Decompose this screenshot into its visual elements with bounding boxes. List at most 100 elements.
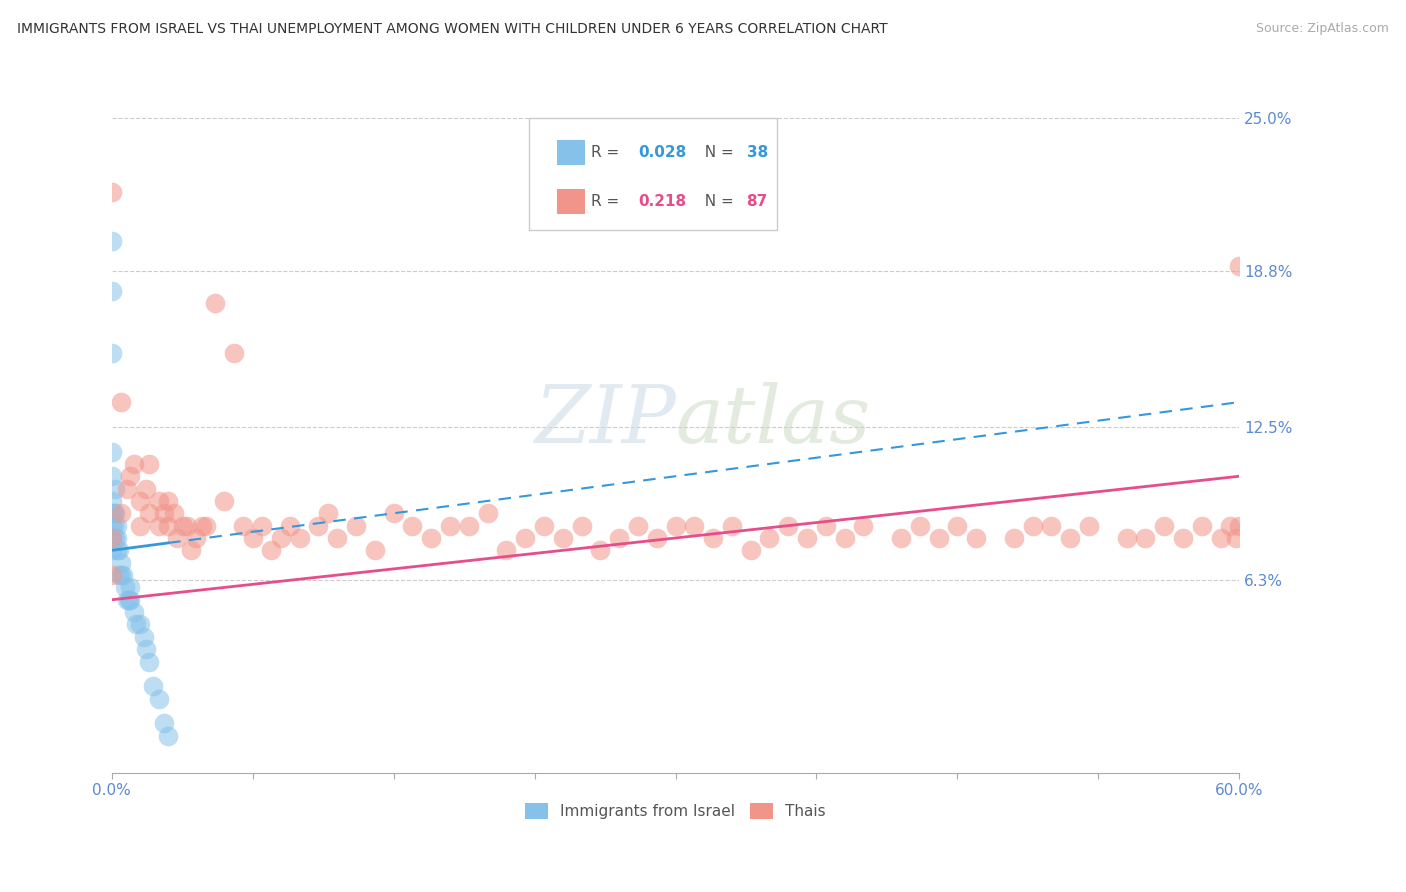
Point bbox=[100, 531, 122, 545]
Point bbox=[194, 518, 217, 533]
Point bbox=[908, 518, 931, 533]
Point bbox=[778, 518, 800, 533]
Text: 87: 87 bbox=[747, 194, 768, 210]
Point bbox=[890, 531, 912, 545]
Point bbox=[135, 482, 157, 496]
Point bbox=[138, 655, 160, 669]
Point bbox=[1209, 531, 1232, 545]
Point bbox=[105, 531, 128, 545]
Point bbox=[1227, 259, 1250, 273]
Point bbox=[191, 518, 214, 533]
Point bbox=[135, 642, 157, 657]
Point bbox=[110, 556, 132, 570]
Point bbox=[288, 531, 311, 545]
Point bbox=[153, 506, 176, 520]
Point bbox=[242, 531, 264, 545]
Point bbox=[1115, 531, 1137, 545]
Point bbox=[1171, 531, 1194, 545]
Point bbox=[128, 494, 150, 508]
Point bbox=[326, 531, 349, 545]
Point bbox=[928, 531, 950, 545]
Point bbox=[114, 581, 136, 595]
Point bbox=[834, 531, 856, 545]
Text: atlas: atlas bbox=[675, 382, 870, 459]
Point bbox=[115, 592, 138, 607]
Bar bbox=[557, 140, 585, 165]
Point bbox=[103, 506, 125, 520]
Point bbox=[108, 568, 131, 582]
Point bbox=[105, 543, 128, 558]
Point bbox=[740, 543, 762, 558]
Point bbox=[204, 296, 226, 310]
Point bbox=[439, 518, 461, 533]
FancyBboxPatch shape bbox=[529, 118, 778, 230]
Point bbox=[120, 469, 142, 483]
Point bbox=[103, 518, 125, 533]
Point bbox=[214, 494, 236, 508]
Point bbox=[852, 518, 875, 533]
Point bbox=[382, 506, 405, 520]
Point bbox=[457, 518, 479, 533]
Text: Source: ZipAtlas.com: Source: ZipAtlas.com bbox=[1256, 22, 1389, 36]
Point bbox=[721, 518, 744, 533]
Point bbox=[1078, 518, 1101, 533]
Point bbox=[122, 457, 145, 471]
Text: ZIP: ZIP bbox=[534, 382, 675, 459]
Point bbox=[180, 543, 202, 558]
Point bbox=[148, 494, 170, 508]
Point bbox=[100, 518, 122, 533]
Legend: Immigrants from Israel, Thais: Immigrants from Israel, Thais bbox=[519, 797, 832, 825]
Point bbox=[814, 518, 837, 533]
Point bbox=[364, 543, 387, 558]
Point bbox=[683, 518, 706, 533]
Point bbox=[157, 494, 180, 508]
Point bbox=[645, 531, 668, 545]
Point bbox=[495, 543, 517, 558]
Point bbox=[664, 518, 686, 533]
Point bbox=[702, 531, 724, 545]
Point bbox=[270, 531, 292, 545]
Point bbox=[132, 630, 155, 644]
Point bbox=[110, 506, 132, 520]
Point bbox=[100, 469, 122, 483]
Point bbox=[104, 506, 127, 520]
Point bbox=[1002, 531, 1025, 545]
Point bbox=[100, 185, 122, 199]
Point bbox=[1059, 531, 1081, 545]
Point bbox=[110, 568, 132, 582]
Point bbox=[1153, 518, 1175, 533]
Point bbox=[176, 518, 198, 533]
Point bbox=[148, 518, 170, 533]
Point bbox=[100, 506, 122, 520]
Point bbox=[1021, 518, 1043, 533]
Point bbox=[117, 592, 139, 607]
Point bbox=[142, 679, 165, 693]
Point bbox=[153, 716, 176, 731]
Point bbox=[589, 543, 612, 558]
Point bbox=[128, 617, 150, 632]
Point bbox=[122, 605, 145, 619]
Point bbox=[104, 482, 127, 496]
Point bbox=[110, 395, 132, 409]
Point bbox=[125, 617, 148, 632]
Point bbox=[186, 531, 208, 545]
Point bbox=[120, 592, 142, 607]
Text: IMMIGRANTS FROM ISRAEL VS THAI UNEMPLOYMENT AMONG WOMEN WITH CHILDREN UNDER 6 YE: IMMIGRANTS FROM ISRAEL VS THAI UNEMPLOYM… bbox=[17, 22, 887, 37]
Point bbox=[965, 531, 987, 545]
Point bbox=[100, 568, 122, 582]
Point bbox=[120, 581, 142, 595]
Point bbox=[946, 518, 969, 533]
Point bbox=[166, 531, 188, 545]
Point bbox=[100, 543, 122, 558]
Point bbox=[128, 518, 150, 533]
Point bbox=[100, 284, 122, 298]
Point bbox=[477, 506, 499, 520]
Point bbox=[260, 543, 283, 558]
Bar bbox=[557, 189, 585, 214]
Point bbox=[627, 518, 650, 533]
Point bbox=[100, 494, 122, 508]
Point bbox=[100, 531, 122, 545]
Point bbox=[1225, 531, 1247, 545]
Point bbox=[100, 235, 122, 249]
Point bbox=[157, 518, 180, 533]
